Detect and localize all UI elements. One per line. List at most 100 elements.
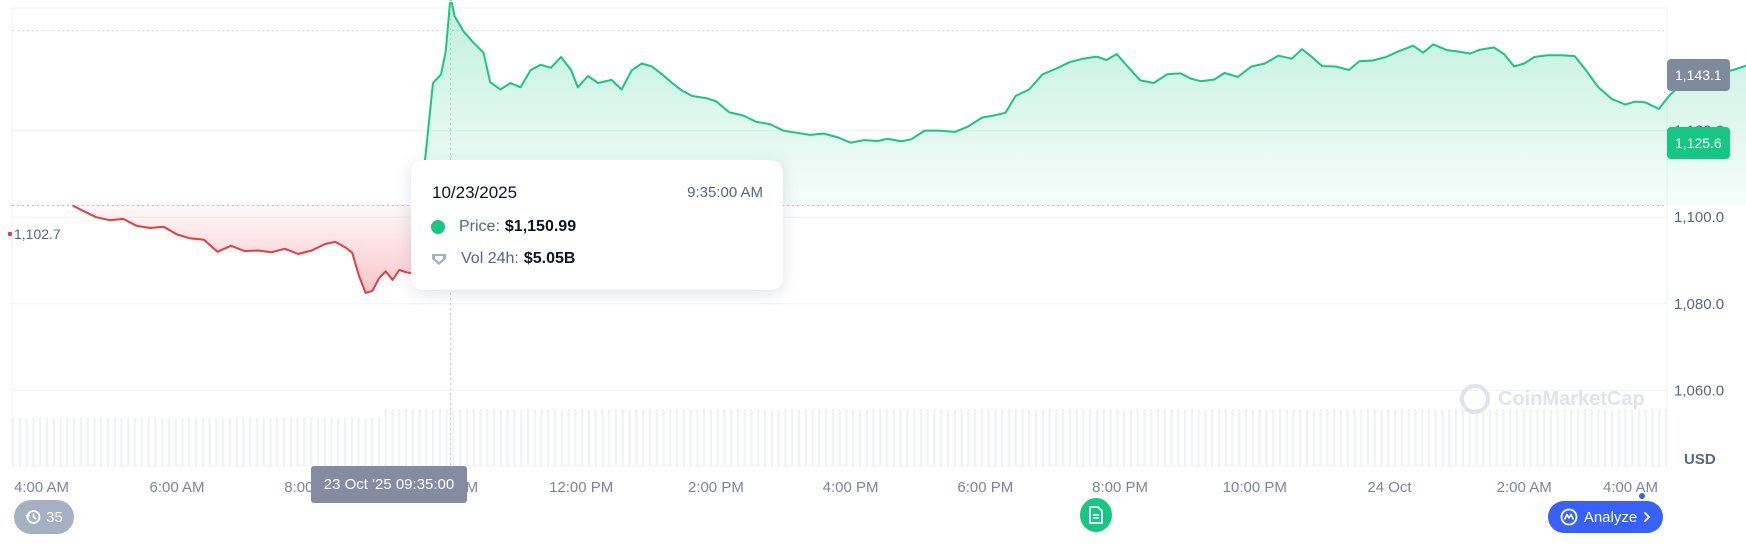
volume-bar [1204,409,1207,466]
volume-bar [472,409,475,466]
volume-bar [804,409,807,466]
volume-bar [1102,409,1105,466]
volume-bar [1434,409,1437,466]
volume-bar [994,409,997,466]
volume-bar [1651,409,1654,466]
volume-bar [32,418,35,466]
volume-bar [682,409,685,466]
volume-bar [1597,409,1600,466]
volume-bar [1021,409,1024,466]
volume-bar [662,409,665,466]
volume-bar [628,409,631,466]
volume-bars [12,409,1668,466]
volume-bar [506,409,509,466]
volume-bar [106,418,110,466]
volume-bar [1217,409,1221,466]
volume-bar [398,409,401,466]
volume-bar [1380,409,1383,466]
volume-bar [703,409,706,466]
price-area-down [72,205,421,293]
y-tick-label: 1,060.0 [1674,382,1724,399]
volume-bar [1034,409,1038,466]
baseline-label: 1,102.7 [8,226,61,242]
volume-bar [1556,409,1559,466]
volume-bar [601,409,604,466]
x-tick-label: 6:00 AM [150,479,205,496]
volume-bar [560,409,563,466]
history-button[interactable]: 35 [14,500,74,534]
x-tick-label: 2:00 AM [1497,479,1552,496]
watermark: CoinMarketCap [1460,384,1645,414]
volume-bar [18,418,21,466]
volume-bar [133,418,137,466]
x-tick-label: 24 Oct [1367,479,1412,496]
volume-bar [960,409,963,466]
analyze-button[interactable]: Analyze [1548,501,1663,533]
volume-bar [1441,409,1444,466]
volume-bar [1299,409,1302,466]
volume-bar [1583,409,1586,466]
volume-bar [39,418,42,466]
volume-bar [533,409,536,466]
volume-bar [1224,409,1227,466]
volume-bar [879,409,882,466]
volume-bar [743,409,746,466]
volume-bar [520,409,523,466]
volume-bar [1482,409,1485,466]
volume-bar [1536,409,1539,466]
volume-bar [391,409,394,466]
volume-bar [865,409,868,466]
volume-bar [1048,409,1051,466]
volume-bar [12,418,15,466]
volume-bar [1563,409,1566,466]
volume-bar [919,409,922,466]
volume-bar [1475,409,1478,466]
volume-bar [127,418,130,466]
volume-bar [1665,409,1668,466]
volume-bar [791,409,794,466]
volume-bar [770,409,773,466]
volume-bar [364,418,367,466]
volume-bar [269,418,272,466]
volume-bar [1007,409,1011,466]
volume-bar [1062,409,1065,466]
news-marker-button[interactable] [1080,498,1112,532]
volume-bar [1488,409,1492,466]
volume-bar [310,418,313,466]
volume-bar [72,418,76,466]
volume-bar [689,409,692,466]
x-tick-label: 10:00 PM [1223,479,1287,496]
volume-bar [194,418,198,466]
volume-bar [567,409,570,466]
volume-bar [547,409,550,466]
volume-bar [594,409,597,466]
volume-bar [526,409,530,466]
volume-bar [418,409,421,466]
history-count: 35 [46,508,63,526]
volume-bar [1075,409,1078,466]
volume-bar [1238,409,1241,466]
coinmarketcap-logo-icon [1460,384,1490,414]
price-area-up [420,0,1746,206]
volume-bar [513,409,516,466]
volume-bar [174,418,177,466]
volume-bar [1509,409,1512,466]
volume-bar [736,409,740,466]
volume-bar [940,409,943,466]
volume-bar [1156,409,1160,466]
analyze-marker-dot [1639,493,1645,499]
volume-bar [140,418,143,466]
volume-bar [696,409,699,466]
volume-bar [763,409,767,466]
volume-bar [642,409,645,466]
volume-bar [885,409,889,466]
hover-time-label: 23 Oct '25 09:35:00 [311,466,467,503]
volume-bar [777,409,780,466]
volume-bar [574,409,577,466]
volume-bar [1468,409,1471,466]
volume-bar [1089,409,1092,466]
volume-bar [188,418,191,466]
volume-bar [716,409,719,466]
volume-bar [587,409,591,466]
